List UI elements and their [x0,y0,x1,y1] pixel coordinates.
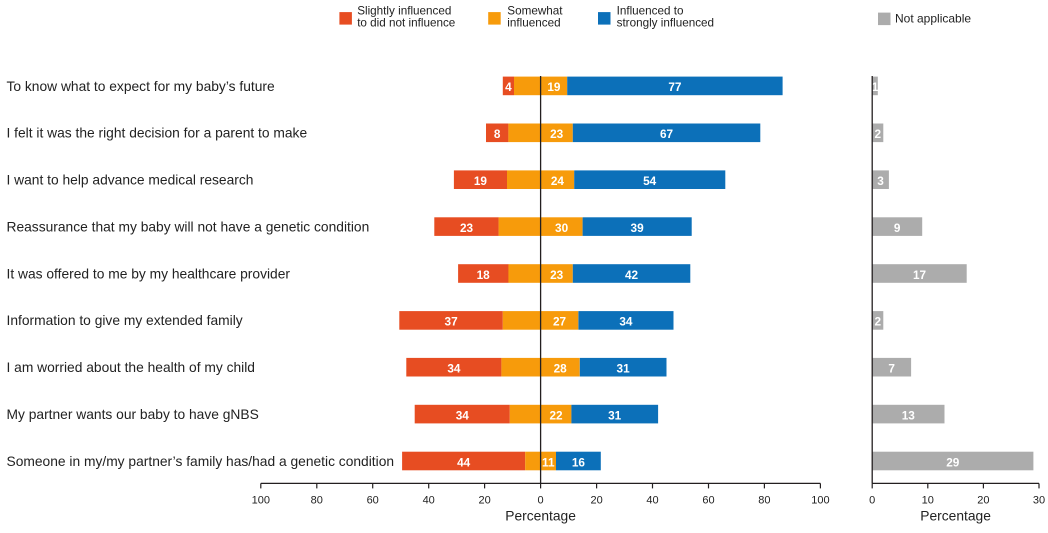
svg-text:31: 31 [608,408,622,422]
svg-text:I felt it was the right decisi: I felt it was the right decision for a p… [7,126,308,141]
svg-text:13: 13 [902,408,916,422]
svg-text:7: 7 [888,362,895,376]
svg-text:I am worried about the health: I am worried about the health of my chil… [7,360,255,375]
svg-text:34: 34 [456,408,470,422]
svg-text:40: 40 [423,494,435,506]
svg-text:18: 18 [477,268,491,282]
svg-text:Information to give my extende: Information to give my extended family [7,313,243,328]
svg-text:0: 0 [538,494,544,506]
svg-text:20: 20 [977,494,989,506]
svg-text:22: 22 [549,408,563,422]
svg-text:8: 8 [494,127,501,141]
svg-text:80: 80 [758,494,770,506]
svg-text:34: 34 [619,315,633,329]
svg-text:16: 16 [572,455,586,469]
svg-text:40: 40 [646,494,658,506]
svg-text:Percentage: Percentage [505,508,576,523]
svg-text:60: 60 [702,494,714,506]
svg-text:23: 23 [550,268,564,282]
svg-text:3: 3 [877,174,884,188]
svg-text:2: 2 [875,315,882,329]
svg-text:4: 4 [505,80,512,94]
svg-text:30: 30 [1033,494,1045,506]
svg-text:2: 2 [875,127,882,141]
svg-text:54: 54 [643,174,657,188]
svg-text:29: 29 [946,455,960,469]
svg-text:20: 20 [478,494,490,506]
svg-text:80: 80 [311,494,323,506]
svg-text:42: 42 [625,268,639,282]
svg-text:23: 23 [460,221,474,235]
svg-text:10: 10 [922,494,934,506]
svg-text:27: 27 [553,315,567,329]
svg-text:to did not influence: to did not influence [357,17,455,30]
svg-text:100: 100 [252,494,270,506]
svg-text:influenced: influenced [507,17,560,30]
svg-text:Influenced to: Influenced to [617,5,684,18]
svg-text:Percentage: Percentage [920,508,991,523]
svg-text:19: 19 [474,174,488,188]
svg-text:Somewhat: Somewhat [507,5,563,18]
svg-text:strongly influenced: strongly influenced [617,17,714,30]
svg-text:11: 11 [542,455,555,469]
svg-text:60: 60 [367,494,379,506]
svg-text:37: 37 [445,315,459,329]
svg-text:100: 100 [811,494,829,506]
svg-text:Not applicable: Not applicable [895,12,971,26]
svg-text:20: 20 [590,494,602,506]
svg-text:19: 19 [547,80,561,94]
svg-text:My partner wants our baby to h: My partner wants our baby to have gNBS [7,407,259,422]
svg-text:Reassurance that my baby will: Reassurance that my baby will not have a… [7,220,370,235]
svg-text:28: 28 [554,362,568,376]
svg-text:1: 1 [872,80,879,94]
svg-text:I want to help advance medical: I want to help advance medical research [7,173,254,188]
svg-text:77: 77 [668,80,682,94]
svg-text:9: 9 [894,221,901,235]
svg-text:30: 30 [555,221,569,235]
svg-text:Someone in my/my partner’s fam: Someone in my/my partner’s family has/ha… [7,454,395,469]
svg-text:39: 39 [631,221,645,235]
svg-text:44: 44 [457,455,471,469]
svg-text:31: 31 [617,362,631,376]
svg-text:67: 67 [660,127,674,141]
svg-text:24: 24 [551,174,565,188]
svg-text:17: 17 [913,268,927,282]
svg-text:0: 0 [869,494,875,506]
svg-text:34: 34 [447,362,461,376]
svg-text:23: 23 [550,127,564,141]
svg-text:Slightly influenced: Slightly influenced [357,5,451,18]
svg-text:To know what to expect for my: To know what to expect for my baby’s fut… [7,79,275,94]
svg-text:It was offered to me by my hea: It was offered to me by my healthcare pr… [7,266,291,281]
